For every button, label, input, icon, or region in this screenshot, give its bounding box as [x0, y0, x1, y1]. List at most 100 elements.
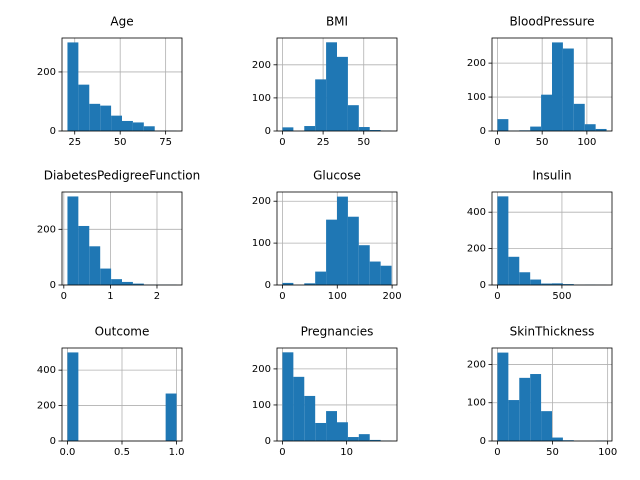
y-tick-label: 0: [265, 436, 271, 447]
axes-frame: [276, 191, 398, 286]
x-tick-label: 50: [536, 137, 549, 148]
x-tick-label: 1: [107, 291, 113, 302]
bar: [508, 400, 520, 441]
y-tick-label: 400: [37, 365, 56, 376]
bar: [78, 84, 90, 131]
axes-frame: [61, 191, 183, 286]
y-tick-label: 200: [37, 401, 56, 412]
bar: [282, 352, 294, 441]
bar: [358, 245, 370, 285]
x-tick-label: 0.5: [114, 447, 130, 458]
x-tick-label: 0: [494, 447, 500, 458]
y-tick-label: 200: [252, 364, 271, 375]
subplot-title: DiabetesPedigreeFunction: [44, 169, 201, 183]
x-tick-label: 0: [279, 137, 285, 148]
x-tick-label: 10: [340, 447, 353, 458]
bar: [530, 126, 542, 131]
bar: [326, 219, 337, 285]
bar: [67, 196, 79, 285]
bar: [530, 374, 542, 441]
x-tick-label: 100: [577, 137, 596, 148]
subplot-title: Pregnancies: [301, 325, 374, 339]
bar: [67, 352, 79, 441]
y-tick-label: 200: [37, 224, 56, 235]
bar: [337, 196, 348, 285]
bar: [111, 115, 122, 131]
bar: [497, 196, 509, 285]
bar: [326, 42, 337, 131]
axes-frame: [61, 347, 183, 442]
bar: [315, 79, 327, 131]
bar: [347, 216, 359, 285]
y-tick-label: 200: [467, 359, 486, 370]
x-tick-label: 50: [357, 137, 370, 148]
axes-frame: [61, 37, 183, 132]
bar: [573, 103, 585, 131]
bar: [122, 120, 133, 131]
bar: [369, 439, 381, 441]
axes-frame: [491, 347, 613, 442]
subplot-title: Glucose: [313, 169, 361, 183]
x-tick-label: 0: [494, 137, 500, 148]
subplot-title: Insulin: [532, 169, 571, 183]
bar: [132, 122, 144, 131]
y-tick-label: 0: [50, 280, 56, 291]
bar: [358, 127, 370, 131]
bar: [552, 283, 563, 285]
x-tick-label: 100: [598, 447, 617, 458]
bar: [519, 377, 531, 441]
bar: [78, 225, 90, 285]
bar: [552, 437, 563, 441]
bar: [530, 279, 542, 285]
x-tick-label: 0.0: [60, 447, 76, 458]
bar: [100, 105, 112, 131]
bar: [584, 124, 596, 131]
bar: [304, 126, 316, 131]
bar: [67, 42, 79, 131]
bar: [282, 282, 294, 285]
bar: [143, 126, 155, 131]
axes-frame: [276, 347, 398, 442]
y-tick-label: 0: [50, 436, 56, 447]
bar: [304, 283, 316, 285]
y-tick-label: 0: [50, 126, 56, 137]
bar: [497, 352, 509, 441]
bar: [347, 105, 359, 131]
bar: [562, 284, 574, 285]
bar: [337, 422, 348, 441]
y-tick-label: 200: [467, 58, 486, 69]
y-tick-label: 100: [252, 238, 271, 249]
bar: [282, 127, 294, 131]
bar: [100, 268, 112, 285]
axes-frame: [276, 37, 398, 132]
y-tick-label: 100: [252, 93, 271, 104]
subplot-title: BloodPressure: [509, 15, 594, 29]
subplot-title: SkinThickness: [510, 325, 595, 339]
y-tick-label: 400: [467, 207, 486, 218]
y-tick-label: 0: [265, 280, 271, 291]
y-tick-label: 0: [480, 126, 486, 137]
subplot-title: Outcome: [95, 325, 150, 339]
x-tick-label: 1.0: [169, 447, 185, 458]
bar: [369, 261, 381, 285]
bar: [89, 103, 101, 131]
y-tick-label: 0: [480, 280, 486, 291]
bar: [326, 411, 337, 441]
y-tick-label: 100: [252, 400, 271, 411]
bar: [111, 279, 122, 285]
x-tick-label: 2: [154, 291, 160, 302]
bar: [165, 393, 177, 441]
bar: [132, 283, 144, 285]
x-tick-label: 0: [494, 291, 500, 302]
bar: [541, 411, 552, 441]
bar: [552, 42, 563, 131]
x-tick-label: 25: [68, 137, 81, 148]
bar: [497, 119, 509, 131]
bar: [508, 256, 520, 285]
bar: [337, 56, 348, 131]
subplot-title: Age: [110, 15, 133, 29]
x-tick-label: 75: [159, 137, 172, 148]
y-tick-label: 200: [252, 196, 271, 207]
x-tick-label: 100: [328, 291, 347, 302]
bar: [347, 437, 359, 441]
